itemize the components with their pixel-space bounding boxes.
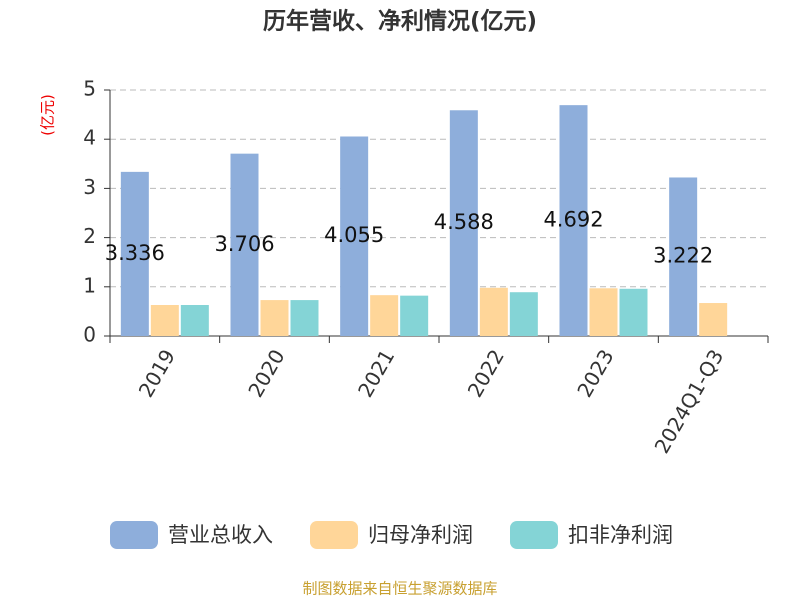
y-tick-label: 0 bbox=[83, 323, 96, 347]
chart-title: 历年营收、净利情况(亿元) bbox=[263, 8, 537, 35]
x-tick-label: 2024Q1-Q3 bbox=[650, 345, 729, 457]
y-tick-label: 4 bbox=[83, 126, 96, 150]
x-tick-label: 2020 bbox=[243, 345, 289, 401]
bar bbox=[619, 288, 648, 336]
bar bbox=[230, 153, 259, 336]
x-tick-label: 2021 bbox=[353, 345, 399, 401]
legend-label: 营业总收入 bbox=[168, 523, 273, 547]
y-tick-label: 2 bbox=[83, 224, 96, 248]
bar bbox=[400, 295, 429, 336]
data-label: 3.706 bbox=[214, 232, 274, 256]
y-tick-label: 5 bbox=[83, 77, 96, 101]
legend-label: 归母净利润 bbox=[368, 523, 473, 547]
bar bbox=[589, 288, 618, 336]
bar bbox=[260, 300, 289, 336]
y-tick-label: 1 bbox=[83, 273, 96, 297]
x-tick-label: 2019 bbox=[134, 345, 180, 401]
bar bbox=[120, 171, 149, 336]
bar bbox=[370, 295, 399, 336]
x-tick-label: 2023 bbox=[572, 345, 618, 401]
legend-swatch bbox=[310, 521, 358, 549]
x-tick-label: 2022 bbox=[463, 345, 509, 401]
bar bbox=[449, 110, 478, 336]
bar bbox=[559, 105, 588, 337]
data-label: 4.692 bbox=[543, 208, 603, 232]
data-label: 4.588 bbox=[434, 210, 494, 234]
bar bbox=[340, 136, 369, 336]
y-tick-label: 3 bbox=[83, 175, 96, 199]
bar bbox=[290, 300, 319, 336]
source-note: 制图数据来自恒生聚源数据库 bbox=[302, 580, 497, 598]
bar bbox=[699, 303, 728, 336]
data-label: 3.222 bbox=[653, 244, 713, 268]
legend-swatch bbox=[110, 521, 158, 549]
bar bbox=[150, 305, 179, 336]
legend-label: 扣非净利润 bbox=[568, 523, 673, 547]
data-label: 3.336 bbox=[105, 241, 165, 265]
data-label: 4.055 bbox=[324, 223, 384, 247]
bar bbox=[479, 287, 508, 336]
bar bbox=[509, 292, 538, 336]
y-axis-label: (亿元) bbox=[39, 94, 57, 136]
bar bbox=[180, 305, 209, 336]
legend-swatch bbox=[510, 521, 558, 549]
bar bbox=[669, 177, 698, 336]
